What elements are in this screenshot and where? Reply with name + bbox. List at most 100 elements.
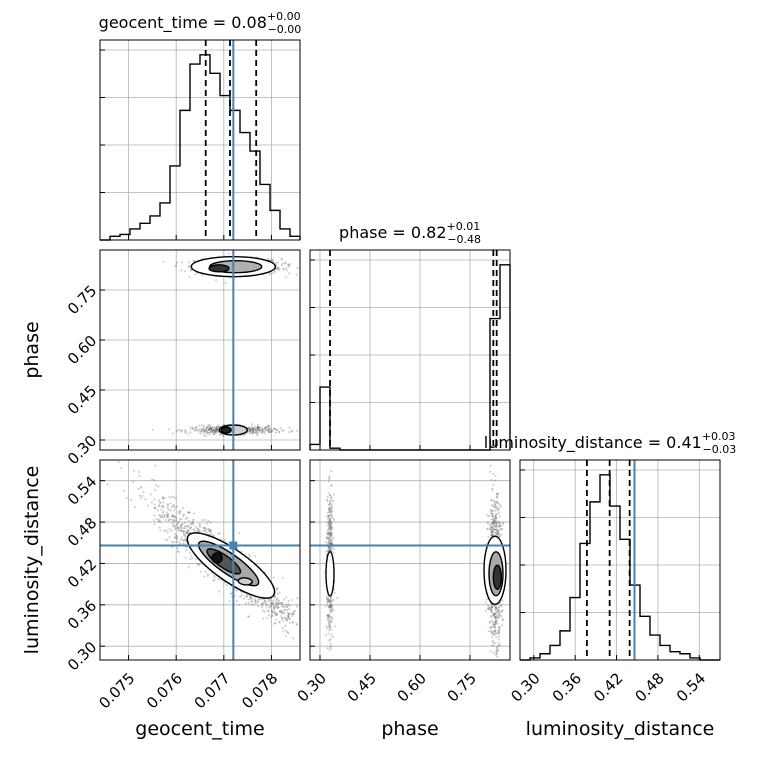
scatter-point xyxy=(215,428,218,431)
scatter-point xyxy=(495,652,498,655)
scatter-point xyxy=(179,525,182,528)
scatter-point xyxy=(491,487,494,490)
scatter-point xyxy=(495,636,498,639)
scatter-point xyxy=(276,261,279,264)
scatter-point xyxy=(159,516,162,519)
y-axis-label-luminosity_distance: luminosity_distance xyxy=(21,466,43,655)
scatter-point xyxy=(272,601,275,604)
scatter-point xyxy=(162,513,165,516)
scatter-point xyxy=(502,523,505,526)
scatter-point xyxy=(288,612,291,615)
scatter-point xyxy=(329,547,332,550)
scatter-point xyxy=(260,431,263,434)
scatter-point xyxy=(184,532,187,535)
scatter-point xyxy=(328,475,331,478)
scatter-point xyxy=(215,428,218,431)
scatter-point xyxy=(180,269,183,272)
scatter-point xyxy=(328,629,331,632)
scatter-point xyxy=(330,600,333,603)
scatter-point xyxy=(180,517,183,520)
scatter-point xyxy=(267,424,270,427)
scatter-point xyxy=(329,522,332,525)
scatter-point xyxy=(256,432,259,435)
scatter-point xyxy=(493,500,496,503)
scatter-point xyxy=(288,605,291,608)
scatter-point xyxy=(274,622,277,625)
scatter-point xyxy=(288,265,291,268)
scatter-point xyxy=(179,538,182,541)
scatter-point xyxy=(175,517,178,520)
scatter-point xyxy=(498,635,501,638)
x-tick-label: 0.54 xyxy=(673,669,709,705)
scatter-point xyxy=(250,423,253,426)
scatter-point xyxy=(258,429,261,432)
scatter-point xyxy=(212,429,215,432)
x-tick-label: 0.45 xyxy=(344,669,380,705)
scatter-point xyxy=(488,524,491,527)
scatter-point xyxy=(332,548,335,551)
scatter-point xyxy=(182,507,185,510)
scatter-point xyxy=(273,622,276,625)
scatter-point xyxy=(494,509,497,512)
scatter-point xyxy=(263,610,266,613)
scatter-point xyxy=(209,521,212,524)
scatter-point xyxy=(268,606,271,609)
scatter-point xyxy=(197,564,200,567)
scatter-point xyxy=(160,505,163,508)
scatter-point xyxy=(173,525,176,528)
scatter-point xyxy=(281,601,284,604)
scatter-point xyxy=(208,424,211,427)
scatter-point xyxy=(328,516,331,519)
scatter-point xyxy=(177,540,180,543)
scatter-point xyxy=(210,426,213,429)
scatter-point xyxy=(160,508,163,511)
scatter-point xyxy=(161,516,164,519)
scatter-point xyxy=(328,503,331,506)
scatter-point xyxy=(329,519,332,522)
scatter-point xyxy=(167,519,170,522)
scatter-point xyxy=(175,538,178,541)
scatter-point xyxy=(179,542,182,545)
scatter-point xyxy=(209,428,212,431)
scatter-point xyxy=(285,606,288,609)
scatter-point xyxy=(271,430,274,433)
scatter-point xyxy=(248,595,251,598)
scatter-point xyxy=(185,546,188,549)
scatter-point xyxy=(199,432,202,435)
scatter-point xyxy=(267,429,270,432)
scatter-point xyxy=(282,612,285,615)
scatter-point xyxy=(326,617,329,620)
scatter-point xyxy=(213,579,216,582)
scatter-point xyxy=(182,539,185,542)
scatter-point xyxy=(208,427,211,430)
scatter-point xyxy=(330,533,333,536)
scatter-point xyxy=(288,618,291,621)
scatter-point xyxy=(292,637,295,640)
scatter-point xyxy=(330,605,333,608)
y-tick-label: 0.60 xyxy=(64,332,100,368)
scatter-point xyxy=(328,547,331,550)
scatter-point xyxy=(251,428,254,431)
scatter-point xyxy=(165,514,168,517)
x-tick-label: 0.076 xyxy=(143,669,186,712)
scatter-point xyxy=(494,517,497,520)
scatter-point xyxy=(288,431,291,434)
scatter-point xyxy=(198,524,201,527)
scatter-point xyxy=(291,612,294,615)
scatter-point xyxy=(153,523,156,526)
scatter-point xyxy=(328,626,331,629)
scatter-point xyxy=(285,629,288,632)
scatter-point xyxy=(209,530,212,533)
scatter-point xyxy=(255,429,258,432)
scatter-point xyxy=(192,259,195,262)
scatter-point xyxy=(265,616,268,619)
scatter-point xyxy=(282,267,285,270)
contour-inner xyxy=(208,264,230,273)
scatter-point xyxy=(326,614,329,617)
scatter-point xyxy=(330,521,333,524)
scatter-point xyxy=(181,523,184,526)
scatter-point xyxy=(254,600,257,603)
scatter-point xyxy=(158,526,161,529)
scatter-point xyxy=(329,619,332,622)
scatter-point xyxy=(288,426,291,429)
